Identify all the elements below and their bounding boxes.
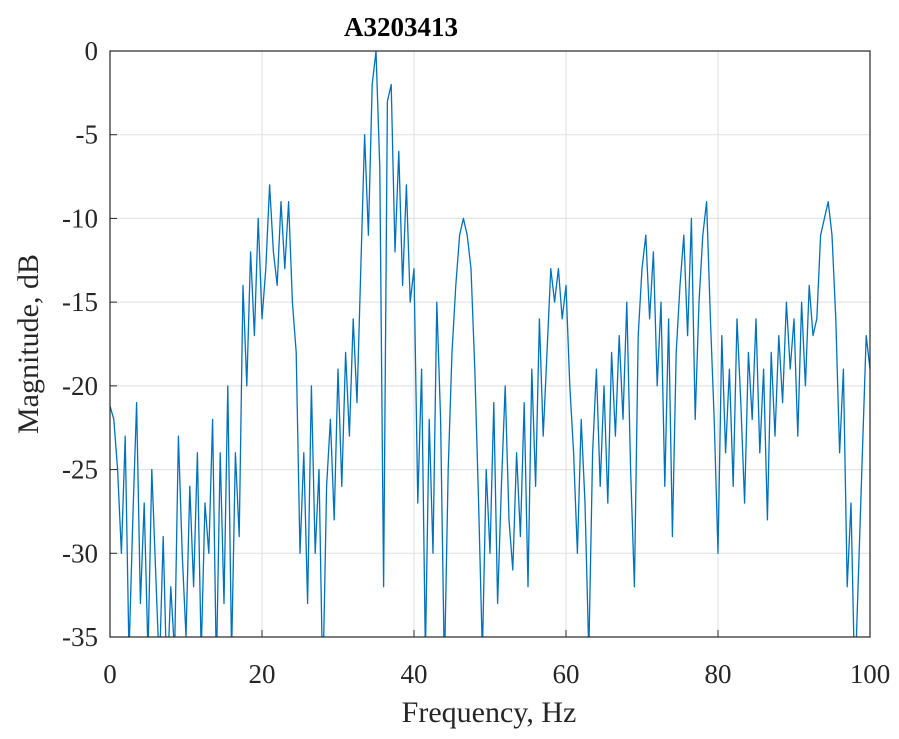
y-tick-label: -30 [62, 538, 98, 568]
chart-title: A3203413 [344, 12, 458, 42]
x-tick-label: 20 [249, 659, 276, 689]
x-tick-label: 100 [850, 659, 891, 689]
y-tick-label: -20 [62, 371, 98, 401]
y-tick-label: -15 [62, 287, 98, 317]
y-tick-label: 0 [85, 36, 99, 66]
plot-area [110, 51, 870, 637]
y-tick-label: -35 [62, 622, 98, 652]
axes-frame [109, 50, 871, 638]
x-tick-label: 80 [705, 659, 732, 689]
y-tick-label: -10 [62, 203, 98, 233]
x-tick-label: 0 [103, 659, 117, 689]
y-tick-label: -25 [62, 455, 98, 485]
y-axis-label: Magnitude, dB [12, 254, 45, 434]
x-tick-label: 60 [553, 659, 580, 689]
ticks: 0 20 40 60 80 100 0 -5 -10 -15 -20 -25 -30 -35 [62, 36, 890, 689]
y-tick-label: -5 [76, 120, 99, 150]
x-tick-label: 40 [401, 659, 428, 689]
data-line [110, 51, 870, 637]
x-axis-label: Frequency, Hz [402, 696, 577, 729]
